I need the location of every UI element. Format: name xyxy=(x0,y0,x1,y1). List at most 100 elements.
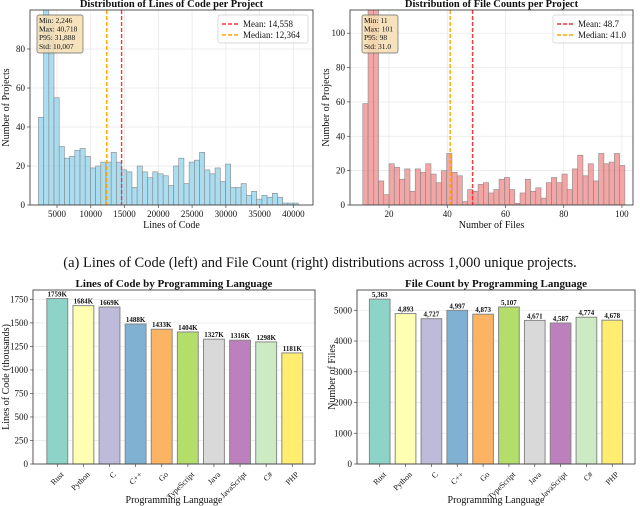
histogram-bar xyxy=(126,171,133,205)
histogram-bar xyxy=(256,198,263,205)
bar-c xyxy=(575,316,598,465)
histogram-bar xyxy=(383,194,390,205)
axes-frame xyxy=(356,289,636,465)
bar-value-label: 1684K xyxy=(74,298,94,306)
xtick-label: 100 xyxy=(615,209,629,219)
histogram-bar xyxy=(582,175,589,205)
ytick-label: 60 xyxy=(16,83,26,93)
stats-box xyxy=(36,14,84,54)
xtick-label: 20 xyxy=(385,209,395,219)
histogram-bar xyxy=(178,157,185,205)
histogram-bar xyxy=(435,182,442,205)
xtick-label: JavaScript xyxy=(219,469,249,499)
xtick-label: 10000 xyxy=(80,209,103,219)
ytick-label: 80 xyxy=(336,63,346,73)
ytick-label: 1000 xyxy=(334,428,353,438)
histogram-bar xyxy=(535,187,542,205)
chart-3: 0 250 500 750 1000 1250 1500 1750 1759K Rust 1684K… xyxy=(1,278,316,506)
bar-javascript xyxy=(229,339,252,465)
bar-javascript xyxy=(549,322,572,465)
ytick-label: 5000 xyxy=(334,305,353,315)
histogram-bar xyxy=(74,150,81,205)
bar-value-label: 5,363 xyxy=(372,291,388,299)
legend-box xyxy=(217,14,309,44)
histogram-bar xyxy=(420,172,426,205)
bar-value-label: 1488K xyxy=(126,316,146,324)
histogram-bar xyxy=(519,192,526,205)
histogram-bar xyxy=(414,168,421,205)
histogram-bar xyxy=(530,190,537,205)
ytick-label: 20 xyxy=(16,161,26,171)
histogram-bar xyxy=(587,163,594,205)
histogram-bar xyxy=(271,193,278,205)
histogram-bar xyxy=(498,178,505,205)
histogram-bar xyxy=(162,175,169,205)
xtick-label: Python xyxy=(69,470,91,492)
ytick-label: 40 xyxy=(16,122,26,132)
bar-java xyxy=(523,319,546,465)
histogram-bar xyxy=(608,161,615,205)
ytick-label: 1250 xyxy=(10,341,29,351)
histogram-bar xyxy=(266,196,273,205)
bar-python xyxy=(72,305,95,465)
ytick-label: 40 xyxy=(336,131,346,141)
histogram-bar xyxy=(504,177,510,205)
bar-value-label: 4,587 xyxy=(553,315,569,323)
histogram-bar xyxy=(58,146,65,205)
legend-label: Median: 41.0 xyxy=(578,30,626,40)
ytick-label: 0 xyxy=(341,200,346,210)
chart-4: 0 1000 2000 3000 4000 5000 5,363 Rust 4,893 Pytho… xyxy=(327,278,636,506)
y-axis-label: Number of Projects xyxy=(321,68,332,146)
histogram-bar xyxy=(603,163,610,205)
histogram-bar xyxy=(277,196,283,205)
bar-value-label: 1316K xyxy=(230,332,250,340)
histogram-bar xyxy=(131,187,138,205)
histogram-bar xyxy=(462,201,468,205)
xtick-label: 5000 xyxy=(48,209,67,219)
bar-typescript xyxy=(176,331,199,465)
bar-value-label: 1669K xyxy=(100,299,120,307)
ytick-label: 1000 xyxy=(10,365,29,375)
ytick-label: 2000 xyxy=(334,398,353,408)
bar-rust xyxy=(46,298,69,465)
histogram-bar xyxy=(577,154,584,205)
xtick-label: 80 xyxy=(559,209,569,219)
histogram-bar xyxy=(399,178,406,205)
bar-value-label: 4,893 xyxy=(398,306,414,314)
ytick-label: 250 xyxy=(15,435,29,445)
xtick-label: 35000 xyxy=(248,209,271,219)
bar-c xyxy=(420,318,443,465)
bars xyxy=(38,10,299,205)
y-axis-label: Lines of Code (thousands) xyxy=(1,324,12,430)
bar-go xyxy=(472,313,494,465)
histogram-bar xyxy=(225,163,232,205)
histogram-bar xyxy=(240,183,247,205)
bar-value-label: 1181K xyxy=(283,345,303,353)
histogram-bar xyxy=(147,177,154,205)
bar-php xyxy=(601,319,624,465)
histogram-bar xyxy=(220,181,226,205)
figure-caption: (a) Lines of Code (left) and File Count … xyxy=(63,255,577,271)
stats-line: P95: 31,888 xyxy=(39,33,76,42)
histogram-bar xyxy=(245,194,252,205)
x-axis-label: Programming Language xyxy=(126,495,223,506)
x-axis-label: Lines of Code xyxy=(143,220,200,231)
histogram-bar xyxy=(488,192,495,205)
histogram-bar xyxy=(456,175,463,205)
histogram-bar xyxy=(393,166,400,205)
histogram-bar xyxy=(157,173,164,205)
histogram-bar xyxy=(561,173,568,205)
histogram-bar xyxy=(572,168,578,205)
axes-frame xyxy=(349,9,634,206)
histogram-bar xyxy=(168,185,174,205)
xtick-label: C++ xyxy=(449,470,466,487)
histogram-bar xyxy=(430,173,437,205)
xtick-label: Go xyxy=(157,470,170,483)
bar-c xyxy=(124,323,147,465)
ytick-label: 80 xyxy=(16,44,26,54)
histogram-bar xyxy=(493,189,500,205)
ytick-label: 0 xyxy=(24,459,29,469)
bar-c xyxy=(255,341,278,465)
histogram-bar xyxy=(116,161,122,205)
